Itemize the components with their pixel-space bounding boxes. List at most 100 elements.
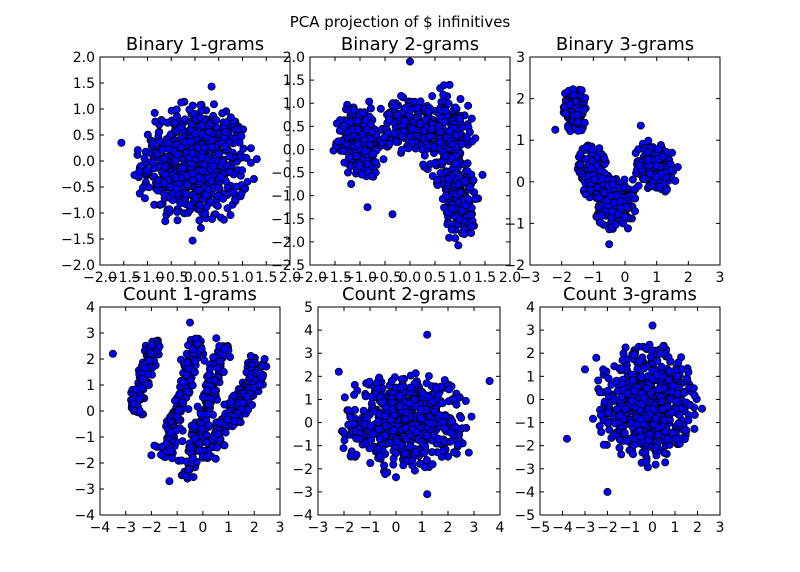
y-tick-label: −1.0 — [271, 189, 305, 205]
data-point — [399, 461, 408, 470]
data-point — [636, 414, 645, 423]
data-point — [214, 149, 223, 158]
data-point — [334, 367, 343, 376]
data-point — [207, 82, 216, 91]
data-point — [595, 388, 604, 397]
data-point — [202, 202, 211, 211]
data-point — [160, 154, 169, 163]
data-point — [146, 348, 155, 357]
data-point — [656, 349, 665, 358]
y-tick-label: −4 — [74, 508, 95, 524]
data-point — [423, 490, 432, 499]
y-tick-label: 1 — [516, 133, 525, 149]
data-point — [165, 205, 174, 214]
data-point — [463, 167, 472, 176]
y-tick-label: −1.5 — [271, 212, 305, 228]
data-point — [551, 125, 560, 134]
x-tick-label: 1.0 — [231, 270, 253, 286]
data-point — [212, 116, 221, 125]
data-point — [182, 189, 191, 198]
data-point — [385, 139, 394, 148]
data-point — [616, 435, 625, 444]
data-point — [454, 241, 463, 250]
data-point — [395, 391, 404, 400]
data-point — [606, 191, 615, 200]
data-point — [441, 191, 450, 200]
data-point — [226, 113, 235, 122]
y-tick-label: 1.5 — [73, 76, 95, 92]
data-point — [611, 419, 620, 428]
data-point — [422, 431, 431, 440]
data-point — [485, 376, 494, 385]
data-point — [657, 397, 666, 406]
y-tick-label: 2 — [304, 369, 313, 385]
data-point — [449, 394, 458, 403]
data-point — [569, 85, 578, 94]
data-point — [220, 400, 229, 409]
y-tick-label: 0 — [86, 404, 95, 420]
data-point — [229, 188, 238, 197]
data-point — [408, 456, 417, 465]
data-point — [375, 434, 384, 443]
data-point — [185, 318, 194, 327]
data-point — [147, 341, 156, 350]
data-point — [422, 379, 431, 388]
y-tick-label: −3 — [292, 485, 313, 501]
y-tick-label: 3 — [86, 326, 95, 342]
data-point — [451, 234, 460, 243]
y-tick-label: 0.0 — [283, 142, 305, 158]
data-point — [452, 131, 461, 140]
x-tick-label: −0.5 — [154, 270, 188, 286]
data-point — [654, 385, 663, 394]
data-point — [597, 211, 606, 220]
y-tick-label: 3 — [304, 346, 313, 362]
y-tick-label: 2 — [516, 92, 525, 108]
data-point — [628, 375, 637, 384]
data-point — [204, 370, 213, 379]
x-tick-label: −1 — [620, 520, 641, 536]
data-point — [165, 477, 174, 486]
data-point — [219, 194, 228, 203]
data-point — [462, 133, 471, 142]
data-point — [213, 201, 222, 210]
data-point — [353, 140, 362, 149]
data-point — [361, 116, 370, 125]
data-point — [172, 173, 181, 182]
subplot-title: Binary 1-grams — [126, 34, 264, 55]
data-point — [387, 376, 396, 385]
data-point — [174, 406, 183, 415]
x-tick-label: 1 — [418, 520, 427, 536]
data-point — [426, 132, 435, 141]
data-point — [434, 434, 443, 443]
data-point — [187, 137, 196, 146]
data-point — [445, 80, 454, 89]
data-point — [376, 104, 385, 113]
y-tick-label: 2 — [526, 346, 535, 362]
data-point — [681, 426, 690, 435]
data-point — [644, 155, 653, 164]
data-point — [384, 115, 393, 124]
data-point — [380, 133, 389, 142]
data-point — [439, 90, 448, 99]
data-point — [600, 154, 609, 163]
x-tick-label: −1.5 — [107, 270, 141, 286]
data-point — [108, 349, 117, 358]
data-point — [223, 204, 232, 213]
data-point — [188, 345, 197, 354]
data-point — [221, 428, 230, 437]
x-tick-label: −1.0 — [343, 270, 377, 286]
data-point — [340, 158, 349, 167]
data-point — [162, 439, 171, 448]
data-point — [239, 144, 248, 153]
data-point — [436, 138, 445, 147]
data-point — [673, 389, 682, 398]
data-point — [218, 158, 227, 167]
data-point — [419, 160, 428, 169]
data-point — [663, 434, 672, 443]
y-tick-label: −2 — [74, 456, 95, 472]
data-point — [430, 159, 439, 168]
data-point — [238, 398, 247, 407]
y-tick-label: 0 — [304, 416, 313, 432]
data-point — [629, 450, 638, 459]
data-point — [579, 106, 588, 115]
